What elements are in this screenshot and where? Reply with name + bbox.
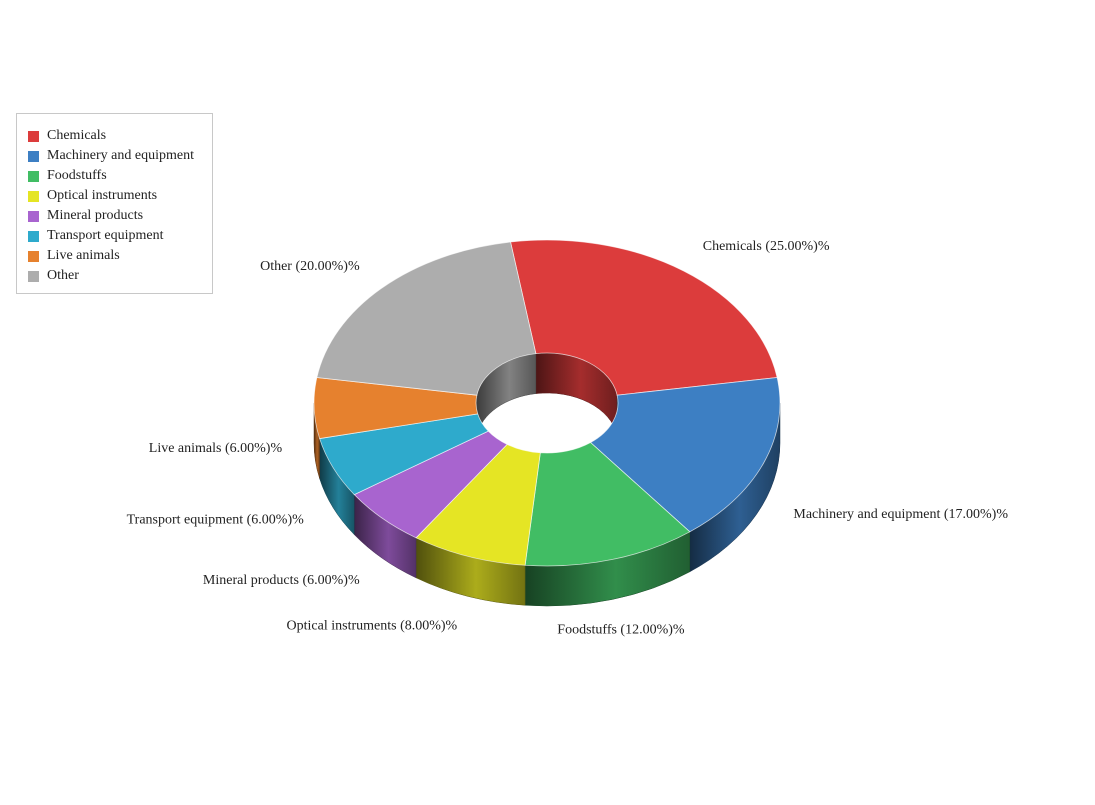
donut-depth [313,352,781,607]
slice-foodstuffs [524,442,691,567]
slice-label-other: Other (20.00%)% [260,259,360,274]
legend-swatch [28,270,39,282]
donut-top [313,239,781,567]
legend-label: Chemicals [47,128,107,143]
legend-swatch [28,250,39,262]
legend-item-mineral-products[interactable]: Mineral products [28,206,212,226]
legend-item-transport-equipment[interactable]: Transport equipment [28,226,212,246]
slice-label-optical-instruments: Optical instruments (8.00%)% [287,618,458,633]
legend-label: Transport equipment [47,228,164,243]
legend-label: Other [47,268,79,283]
legend-label: Mineral products [47,208,144,223]
legend-item-optical-instruments[interactable]: Optical instruments [28,186,212,206]
legend-label: Optical instruments [47,188,158,203]
legend-swatch [28,230,39,242]
slice-labels: Chemicals (25.00%)% Machinery and equipme… [127,239,1009,637]
legend: Chemicals Machinery and equipment Foodstuf… [16,113,213,294]
slice-label-chemicals: Chemicals (25.00%)% [703,239,830,254]
legend-label: Foodstuffs [47,168,107,183]
legend-item-other[interactable]: Other [28,266,212,286]
legend-item-foodstuffs[interactable]: Foodstuffs [28,166,212,186]
slice-label-foodstuffs: Foodstuffs (12.00%)% [557,622,685,637]
legend-swatch [28,130,39,142]
slice-label-machinery-and-equipment: Machinery and equipment (17.00%)% [793,507,1008,522]
legend-swatch [28,210,39,222]
legend-swatch [28,190,39,202]
slice-other [316,241,537,396]
slice-chemicals [510,239,778,396]
legend-item-chemicals[interactable]: Chemicals [28,126,212,146]
legend-label: Live animals [47,248,120,263]
slice-machinery-and-equipment [589,377,781,533]
legend-label: Machinery and equipment [47,148,194,163]
slice-label-transport-equipment: Transport equipment (6.00%)% [127,512,305,527]
legend-item-live-animals[interactable]: Live animals [28,246,212,266]
legend-swatch [28,150,39,162]
legend-item-machinery-and-equipment[interactable]: Machinery and equipment [28,146,212,166]
slice-label-mineral-products: Mineral products (6.00%)% [203,573,360,588]
slice-label-live-animals: Live animals (6.00%)% [149,441,283,456]
legend-swatch [28,170,39,182]
